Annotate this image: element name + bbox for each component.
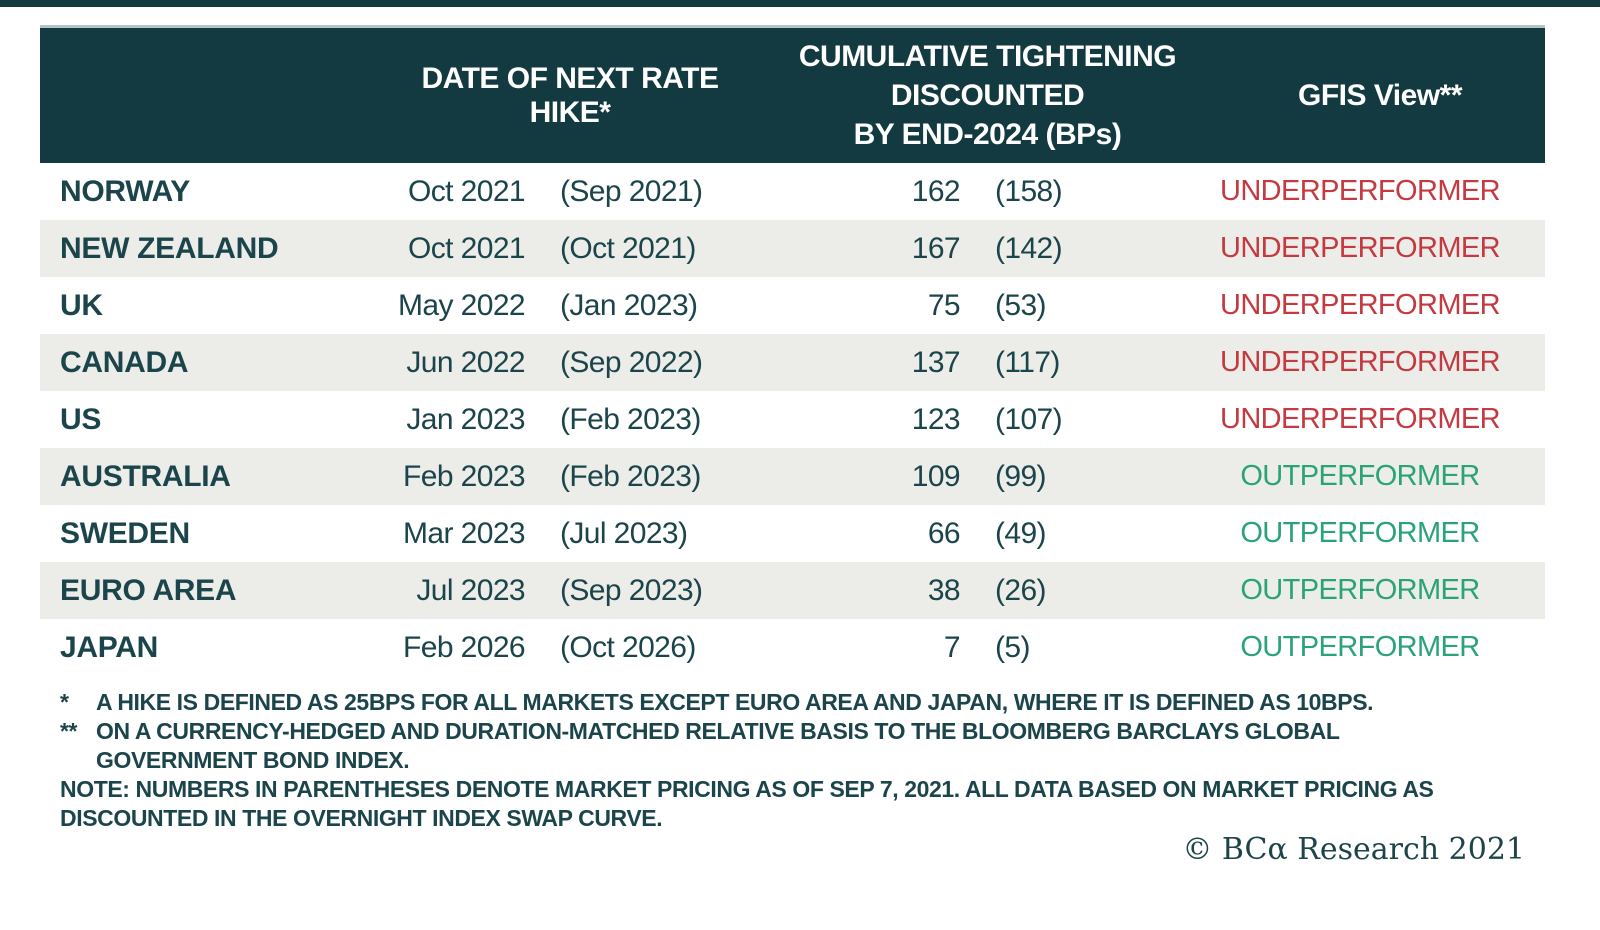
gfis-view-value: OUTPERFORMER <box>1240 460 1480 492</box>
next-hike-date-value: Oct 2021 <box>408 231 526 265</box>
gfis-view-value: OUTPERFORMER <box>1240 517 1480 549</box>
table-row: CANADA Jun 2022 (Sep 2022) 137 (117) UND… <box>40 334 1545 391</box>
rate-hike-table: DATE OF NEXT RATE HIKE* CUMULATIVE TIGHT… <box>40 25 1545 676</box>
next-hike-date-market-pricing: (Oct 2021) <box>560 231 696 265</box>
tightening-bps-market-pricing: (117) <box>995 345 1060 379</box>
country-label: US <box>60 402 102 436</box>
gfis-view-value: UNDERPERFORMER <box>1219 403 1501 435</box>
footnote-marker-single-asterisk: * <box>60 689 69 715</box>
header-cumulative-tightening: CUMULATIVE TIGHTENING DISCOUNTED BY END-… <box>760 28 1215 163</box>
next-hike-date-value: Feb 2026 <box>403 630 526 664</box>
table-row: NORWAY Oct 2021 (Sep 2021) 162 (158) UND… <box>40 163 1545 220</box>
country-label: AUSTRALIA <box>60 459 231 493</box>
footnote-text: A HIKE IS DEFINED AS 25BPS FOR ALL MARKE… <box>96 689 1374 715</box>
country-label: JAPAN <box>60 630 158 664</box>
next-hike-date-market-pricing: (Sep 2022) <box>560 345 703 379</box>
footnote-note-market-pricing: NOTE: NUMBERS IN PARENTHESES DENOTE MARK… <box>60 776 1434 831</box>
table-row: SWEDEN Mar 2023 (Jul 2023) 66 (49) OUTPE… <box>40 505 1545 562</box>
footnote-hike-definition: * A HIKE IS DEFINED AS 25BPS FOR ALL MAR… <box>60 688 1485 717</box>
tightening-bps-value: 75 <box>927 288 961 322</box>
tightening-bps-value: 66 <box>927 516 961 550</box>
tightening-bps-value: 109 <box>911 459 961 493</box>
table-row: US Jan 2023 (Feb 2023) 123 (107) UNDERPE… <box>40 391 1545 448</box>
next-hike-date-value: Feb 2023 <box>403 459 526 493</box>
country-label: NEW ZEALAND <box>60 231 279 265</box>
table-row: JAPAN Feb 2026 (Oct 2026) 7 (5) OUTPERFO… <box>40 619 1545 676</box>
tightening-bps-value: 7 <box>943 630 961 664</box>
copyright: © BCα Research 2021 <box>1182 832 1525 867</box>
footnote-relative-basis: ** ON A CURRENCY-HEDGED AND DURATION-MAT… <box>60 717 1485 775</box>
table-body: NORWAY Oct 2021 (Sep 2021) 162 (158) UND… <box>40 163 1545 676</box>
next-hike-date-value: Mar 2023 <box>403 516 526 550</box>
gfis-view-value: UNDERPERFORMER <box>1219 289 1501 321</box>
footnote-text: ON A CURRENCY-HEDGED AND DURATION-MATCHE… <box>96 718 1340 773</box>
next-hike-date-market-pricing: (Jul 2023) <box>560 516 688 550</box>
country-label: NORWAY <box>60 174 190 208</box>
next-hike-date-value: Jan 2023 <box>406 402 525 436</box>
next-hike-date-value: May 2022 <box>398 288 526 322</box>
gfis-view-value: UNDERPERFORMER <box>1219 346 1501 378</box>
tightening-bps-value: 167 <box>911 231 961 265</box>
tightening-bps-value: 123 <box>911 402 961 436</box>
next-hike-date-market-pricing: (Sep 2021) <box>560 174 703 208</box>
tightening-bps-market-pricing: (5) <box>995 630 1030 664</box>
country-label: EURO AREA <box>60 573 237 607</box>
gfis-view-value: OUTPERFORMER <box>1240 631 1480 663</box>
tightening-bps-value: 137 <box>911 345 961 379</box>
table-row: NEW ZEALAND Oct 2021 (Oct 2021) 167 (142… <box>40 220 1545 277</box>
next-hike-date-value: Jun 2022 <box>406 345 525 379</box>
table-header-row: DATE OF NEXT RATE HIKE* CUMULATIVE TIGHT… <box>40 25 1545 163</box>
next-hike-date-value: Jul 2023 <box>416 573 525 607</box>
tightening-bps-value: 162 <box>911 174 961 208</box>
footnote-marker-double-asterisk: ** <box>60 718 78 744</box>
header-country-column <box>40 28 380 163</box>
tightening-bps-market-pricing: (53) <box>995 288 1047 322</box>
table-row: UK May 2022 (Jan 2023) 75 (53) UNDERPERF… <box>40 277 1545 334</box>
tightening-bps-market-pricing: (99) <box>995 459 1047 493</box>
next-hike-date-market-pricing: (Sep 2023) <box>560 573 703 607</box>
footnotes: * A HIKE IS DEFINED AS 25BPS FOR ALL MAR… <box>60 688 1485 833</box>
country-label: SWEDEN <box>60 516 190 550</box>
next-hike-date-market-pricing: (Feb 2023) <box>560 402 701 436</box>
header-cumulative-tightening-line2: DISCOUNTED <box>890 79 1085 112</box>
header-cumulative-tightening-line3: BY END-2024 (BPs) <box>853 118 1122 151</box>
next-hike-date-market-pricing: (Jan 2023) <box>560 288 698 322</box>
tightening-bps-market-pricing: (142) <box>995 231 1063 265</box>
tightening-bps-market-pricing: (26) <box>995 573 1047 607</box>
next-hike-date-value: Oct 2021 <box>408 174 526 208</box>
gfis-view-value: OUTPERFORMER <box>1240 574 1480 606</box>
table-row: AUSTRALIA Feb 2023 (Feb 2023) 109 (99) O… <box>40 448 1545 505</box>
tightening-bps-market-pricing: (158) <box>995 174 1063 208</box>
country-label: UK <box>60 288 103 322</box>
gfis-view-value: UNDERPERFORMER <box>1219 175 1501 207</box>
next-hike-date-market-pricing: (Feb 2023) <box>560 459 701 493</box>
tightening-bps-value: 38 <box>927 573 961 607</box>
header-date-of-next-rate-hike: DATE OF NEXT RATE HIKE* <box>421 61 719 129</box>
tightening-bps-market-pricing: (107) <box>995 402 1063 436</box>
next-hike-date-market-pricing: (Oct 2026) <box>560 630 696 664</box>
gfis-view-value: UNDERPERFORMER <box>1219 232 1501 264</box>
tightening-bps-market-pricing: (49) <box>995 516 1047 550</box>
table-row: EURO AREA Jul 2023 (Sep 2023) 38 (26) OU… <box>40 562 1545 619</box>
header-gfis-view: GFIS View** <box>1297 78 1463 112</box>
header-cumulative-tightening-line1: CUMULATIVE TIGHTENING <box>798 40 1177 73</box>
top-crop-strip <box>0 0 1600 7</box>
country-label: CANADA <box>60 345 189 379</box>
